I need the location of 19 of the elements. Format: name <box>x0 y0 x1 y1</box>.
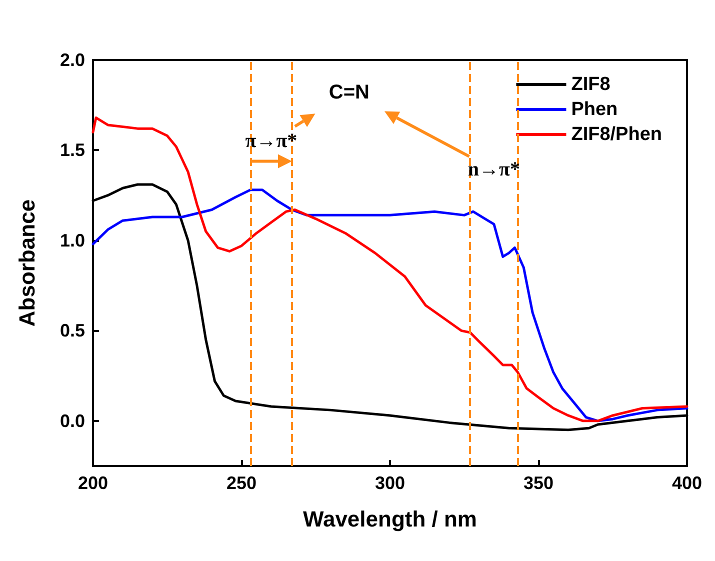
y-tick-label: 0.5 <box>60 320 85 341</box>
annotation: n→π* <box>468 158 520 181</box>
x-tick-label: 400 <box>672 473 702 493</box>
y-tick-label: 1.5 <box>60 140 85 160</box>
x-axis-title: Wavelength / nm <box>303 506 477 532</box>
legend-label: ZIF8 <box>571 74 610 95</box>
annotation: C=N <box>328 81 370 104</box>
annotation: π→π* <box>245 130 298 152</box>
legend-label: ZIF8/Phen <box>571 124 662 145</box>
y-tick-label: 2.0 <box>60 50 85 70</box>
x-tick-label: 350 <box>523 473 554 493</box>
x-tick-label: 300 <box>374 473 406 493</box>
y-tick-label: 0.0 <box>60 410 85 431</box>
y-axis-title: Absorbance <box>14 199 40 327</box>
x-tick-label: 200 <box>78 473 108 493</box>
y-tick-label: 1.0 <box>60 230 85 250</box>
x-tick-label: 250 <box>226 473 257 493</box>
line-series <box>92 116 688 422</box>
legend-label: Phen <box>571 99 618 120</box>
